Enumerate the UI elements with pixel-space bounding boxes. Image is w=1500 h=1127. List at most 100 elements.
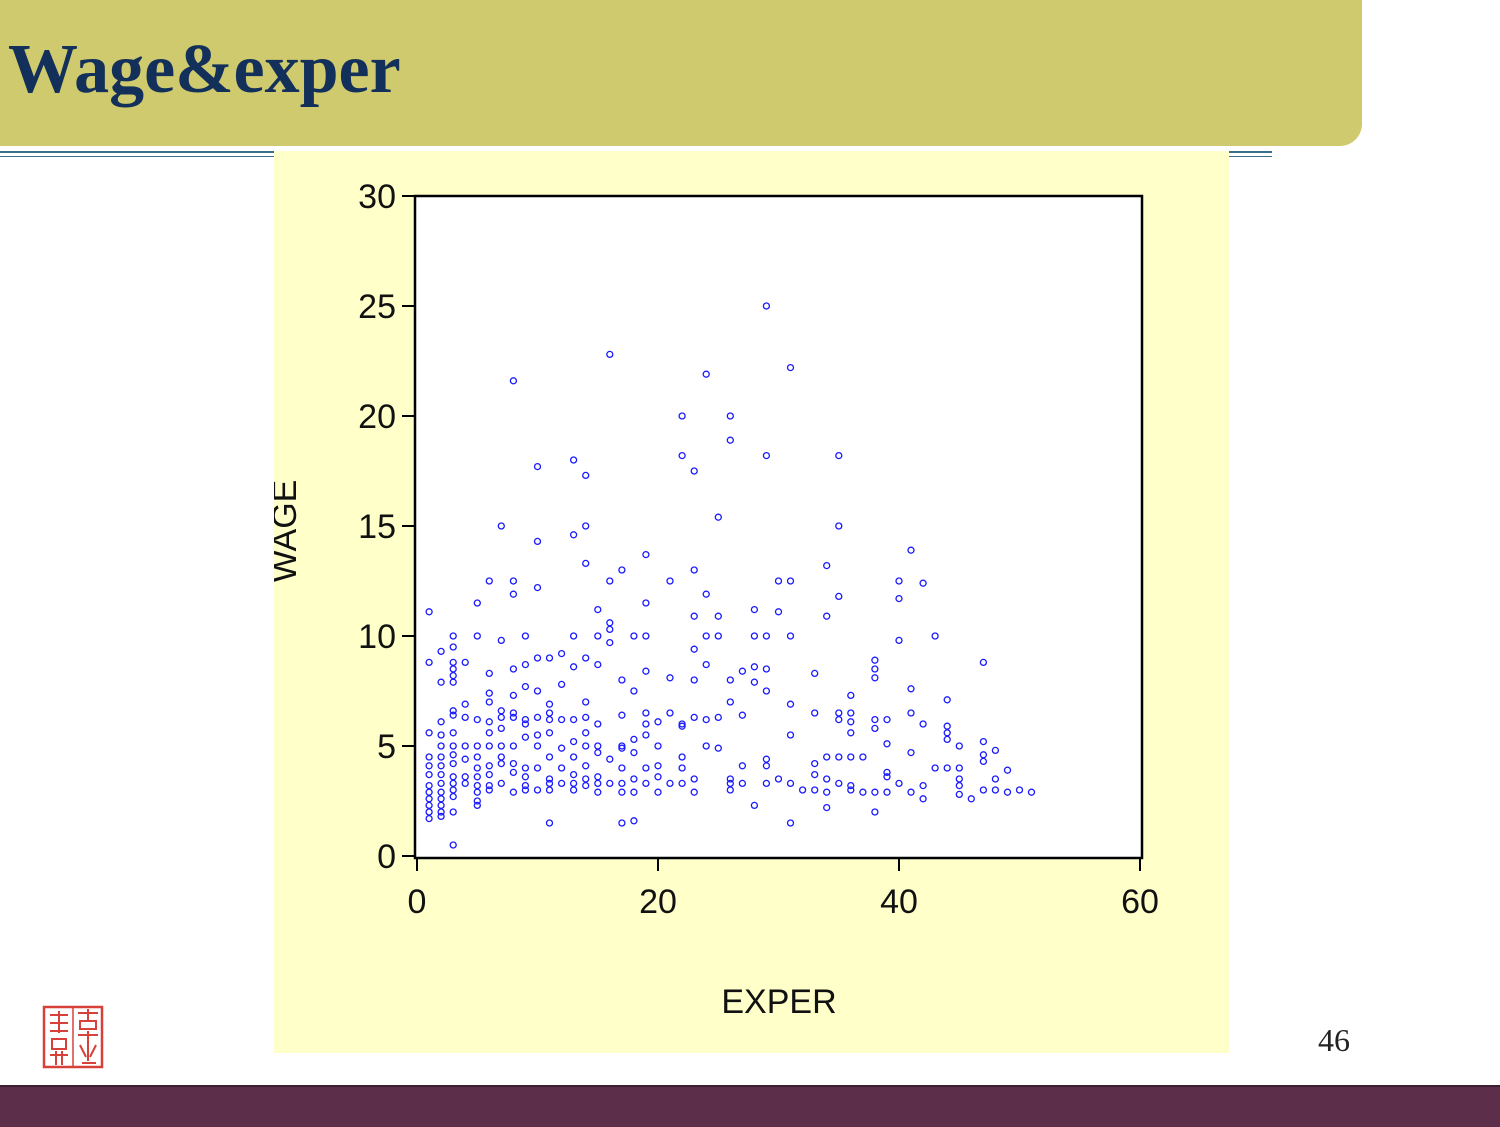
scatter-point	[690, 612, 698, 620]
scatter-point	[473, 788, 481, 796]
scatter-point	[666, 779, 674, 788]
scatter-point	[1003, 766, 1012, 774]
scatter-point	[449, 707, 457, 715]
scatter-point	[533, 537, 542, 546]
scatter-point	[762, 302, 771, 310]
scatter-point	[557, 680, 566, 689]
scatter-point	[654, 718, 662, 726]
scatter-point	[557, 764, 566, 772]
scatter-point	[449, 729, 457, 737]
scatter-point	[618, 788, 626, 796]
scatter-point	[509, 768, 518, 777]
scatter-point	[606, 350, 614, 359]
scatter-point	[509, 713, 518, 722]
scatter-point	[654, 788, 662, 796]
scatter-point	[533, 742, 542, 750]
scatter-point	[437, 647, 445, 656]
scatter-point	[859, 788, 867, 796]
scatter-point	[714, 513, 722, 521]
scatter-point	[569, 663, 578, 671]
scatter-point	[714, 612, 722, 620]
scatter-point	[907, 748, 915, 757]
scatter-point	[425, 753, 433, 761]
scatter-point	[979, 737, 988, 746]
scatter-point	[726, 412, 734, 420]
scatter-point	[991, 746, 1000, 755]
scatter-point	[678, 412, 686, 420]
scatter-point	[786, 779, 795, 788]
scatter-point	[895, 636, 903, 645]
y-axis-label: WAGE	[274, 480, 304, 583]
y-tick-label: 5	[377, 728, 396, 766]
scatter-point	[762, 665, 771, 673]
scatter-point	[642, 709, 650, 717]
scatter-point	[473, 797, 481, 805]
scatter-point	[678, 753, 686, 761]
scatter-point	[582, 559, 590, 568]
scatter-point	[798, 786, 807, 794]
scatter-point	[630, 687, 638, 695]
scatter-point	[618, 744, 626, 752]
scatter-point	[582, 729, 590, 737]
scatter-point	[642, 632, 650, 640]
scatter-point	[786, 819, 795, 827]
scatter-point	[678, 451, 686, 460]
scatter-point	[762, 687, 771, 695]
scatter-point	[883, 773, 891, 781]
scatter-point	[497, 713, 505, 722]
scatter-point	[883, 715, 891, 724]
scatter-point	[521, 781, 530, 790]
scatter-point	[582, 762, 590, 770]
scatter-point	[955, 764, 963, 772]
scatter-point	[847, 729, 855, 737]
scatter-point	[449, 759, 457, 768]
scatter-point	[811, 759, 819, 768]
scatter-point	[461, 658, 469, 667]
scatter-point	[521, 632, 530, 640]
scatter-point	[521, 715, 530, 724]
scatter-point	[714, 744, 722, 752]
scatter-point	[642, 599, 650, 607]
scatter-point	[485, 577, 493, 585]
scatter-point	[642, 764, 650, 772]
scatter-point	[473, 764, 481, 772]
scatter-point	[582, 654, 590, 662]
scatter-point	[702, 632, 710, 640]
scatter-point	[521, 733, 530, 741]
scatter-point	[545, 753, 554, 761]
scatter-point	[714, 632, 722, 640]
scatter-point	[425, 770, 433, 779]
scatter-point	[690, 467, 698, 475]
scatter-point	[630, 632, 638, 640]
scatter-point	[654, 742, 662, 750]
scatter-point	[521, 660, 530, 669]
scatter-point	[955, 790, 963, 799]
scatter-point	[666, 674, 674, 682]
scatter-point	[533, 462, 542, 471]
scatter-point	[690, 676, 698, 684]
scatter-point	[545, 819, 554, 827]
scatter-point	[786, 363, 795, 372]
scatter-point	[449, 632, 457, 640]
scatter-point	[774, 775, 783, 783]
scatter-point	[425, 658, 433, 667]
scatter-point	[991, 775, 1000, 783]
scatter-point	[678, 722, 686, 730]
scatter-point	[545, 786, 554, 794]
scatter-point	[618, 711, 626, 719]
scatter-point	[594, 748, 602, 757]
scatter-point	[449, 792, 457, 801]
scatter-point	[497, 636, 505, 645]
scatter-point	[895, 594, 903, 603]
scatter-point	[545, 775, 554, 783]
scatter-point	[545, 729, 554, 737]
scatter-point	[582, 781, 590, 790]
x-tick-label: 0	[408, 883, 427, 921]
scatter-point	[437, 808, 445, 816]
scatter-point	[750, 605, 759, 614]
scatter-point	[823, 561, 831, 570]
scatter-point	[726, 698, 734, 706]
scatter-point	[509, 709, 518, 717]
scatter-point	[485, 770, 493, 779]
scatter-point	[979, 658, 988, 667]
